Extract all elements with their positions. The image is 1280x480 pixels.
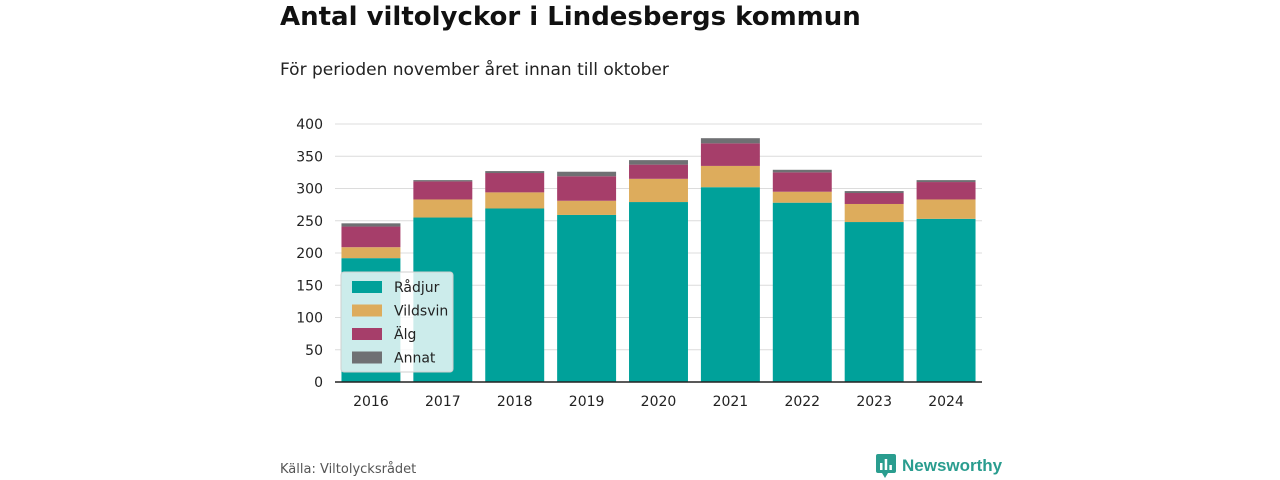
legend-label: Rådjur xyxy=(394,279,440,296)
bar-älg-2022 xyxy=(772,172,832,192)
bar-annat-2022 xyxy=(772,169,832,173)
chart-title: Antal viltolyckor i Lindesbergs kommun xyxy=(280,2,861,32)
bar-rådjur-2022 xyxy=(772,202,832,382)
brand-name: Newsworthy xyxy=(902,456,1003,475)
legend-box xyxy=(340,271,454,373)
x-tick-label: 2017 xyxy=(425,394,461,410)
bar-vildsvin-2017 xyxy=(413,199,473,218)
y-tick-label: 100 xyxy=(296,311,323,327)
y-tick-label: 150 xyxy=(296,278,323,294)
bar-älg-2020 xyxy=(629,164,688,179)
x-tick-label: 2016 xyxy=(353,394,389,410)
bar-annat-2016 xyxy=(341,223,401,227)
bar-annat-2023 xyxy=(844,191,904,194)
bar-rådjur-2018 xyxy=(485,208,545,382)
brand-logo[interactable]: Newsworthy xyxy=(876,454,1002,478)
bar-vildsvin-2018 xyxy=(485,192,545,209)
x-tick-label: 2021 xyxy=(713,394,749,410)
bar-älg-2016 xyxy=(341,226,401,248)
source-note: Källa: Viltolycksrådet xyxy=(280,462,417,477)
y-tick-label: 50 xyxy=(305,343,323,359)
bar-rådjur-2019 xyxy=(557,214,617,382)
newsworthy-logo-icon xyxy=(876,454,896,478)
bar-älg-2018 xyxy=(485,173,545,193)
bar-annat-2019 xyxy=(557,171,617,177)
x-tick-label: 2018 xyxy=(497,394,533,410)
bar-älg-2021 xyxy=(700,143,760,166)
y-tick-label: 350 xyxy=(296,149,323,165)
bar-vildsvin-2019 xyxy=(557,200,617,215)
x-tick-label: 2020 xyxy=(641,394,677,410)
bar-rådjur-2020 xyxy=(629,202,688,382)
legend-swatch-annat xyxy=(352,351,382,364)
x-tick-label: 2023 xyxy=(856,394,892,410)
bar-älg-2019 xyxy=(557,176,617,201)
bar-vildsvin-2020 xyxy=(629,178,688,203)
bar-älg-2017 xyxy=(413,181,473,200)
y-tick-label: 400 xyxy=(296,117,323,133)
x-tick-label: 2024 xyxy=(928,394,964,410)
y-tick-label: 0 xyxy=(314,375,323,391)
bar-vildsvin-2022 xyxy=(772,191,832,203)
y-tick-label: 300 xyxy=(296,182,323,198)
legend-swatch-älg xyxy=(352,328,382,340)
bar-älg-2023 xyxy=(844,193,904,204)
bar-annat-2020 xyxy=(629,160,688,165)
x-tick-label: 2019 xyxy=(569,394,605,410)
legend: Rådjur Vildsvin Älg Annat xyxy=(340,271,454,373)
bar-älg-2024 xyxy=(916,182,976,200)
y-tick-label: 250 xyxy=(296,214,323,230)
legend-swatch-vildsvin xyxy=(352,304,382,317)
bar-vildsvin-2016 xyxy=(341,247,401,259)
bar-rådjur-2024 xyxy=(916,218,976,382)
bar-annat-2021 xyxy=(700,138,760,144)
bar-vildsvin-2024 xyxy=(916,199,976,219)
stacked-bar-chart: 0 50 100 150 200 250 300 350 400 2016 2017 2018 2019… xyxy=(296,117,982,410)
bar-annat-2024 xyxy=(916,180,976,183)
legend-label: Älg xyxy=(394,325,416,343)
legend-label: Vildsvin xyxy=(394,304,448,320)
bar-annat-2018 xyxy=(485,171,545,174)
bar-vildsvin-2023 xyxy=(844,203,904,223)
legend-label: Annat xyxy=(394,351,436,367)
bar-rådjur-2023 xyxy=(844,222,904,382)
chart-subtitle: För perioden november året innan till ok… xyxy=(280,60,669,80)
bar-annat-2017 xyxy=(413,180,473,182)
y-tick-label: 200 xyxy=(296,246,323,262)
x-tick-label: 2022 xyxy=(784,394,820,410)
bar-rådjur-2021 xyxy=(700,187,760,382)
bar-vildsvin-2021 xyxy=(700,165,760,188)
legend-swatch-rådjur xyxy=(352,281,382,293)
axes: 0 50 100 150 200 250 300 350 400 2016 2017 2018 2019… xyxy=(296,117,982,410)
